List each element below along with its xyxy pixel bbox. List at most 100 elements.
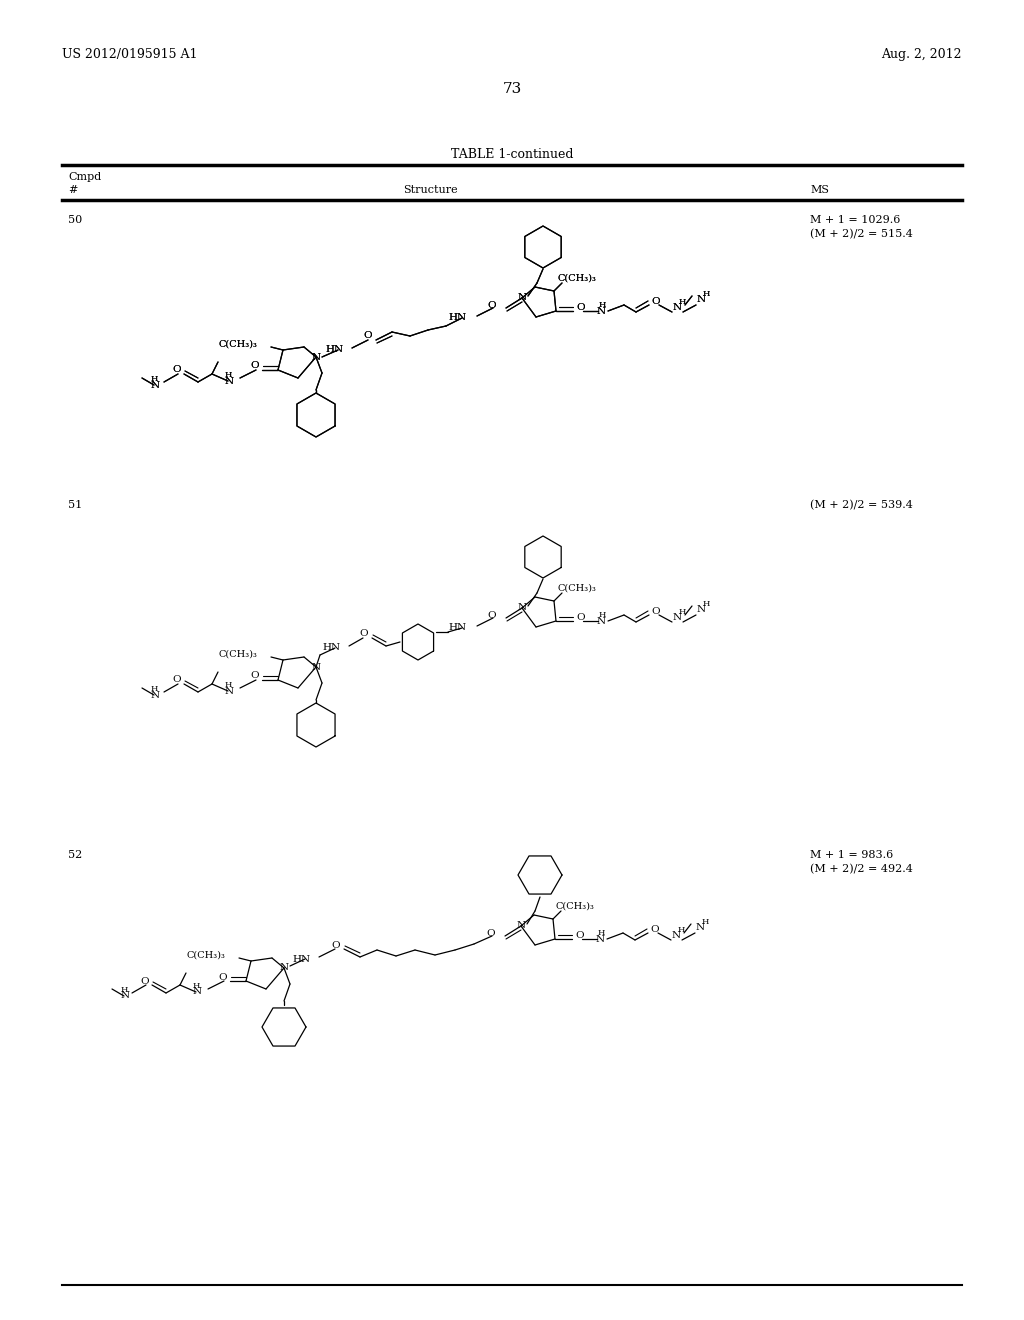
Text: N: N [151,690,160,700]
Text: C(CH₃)₃: C(CH₃)₃ [556,902,595,911]
Text: HN: HN [326,346,344,355]
Text: H: H [703,601,711,609]
Text: H: H [679,609,686,616]
Text: C(CH₃)₃: C(CH₃)₃ [186,950,225,960]
Text: C(CH₃)₃: C(CH₃)₃ [557,273,596,282]
Text: H: H [224,681,232,689]
Text: O: O [332,940,340,949]
Text: N: N [517,293,526,302]
Text: HN: HN [449,623,467,632]
Text: N: N [311,352,321,362]
Text: C(CH₃)₃: C(CH₃)₃ [557,583,596,593]
Text: O: O [651,297,659,305]
Text: 51: 51 [68,500,82,510]
Text: H: H [678,927,685,935]
Text: H: H [703,290,711,298]
Text: H: H [224,371,232,379]
Text: N: N [121,991,130,1001]
Text: H: H [193,982,200,990]
Text: N: N [516,921,525,931]
Text: O: O [359,630,368,639]
Text: M + 1 = 1029.6
(M + 2)/2 = 515.4: M + 1 = 1029.6 (M + 2)/2 = 515.4 [810,215,912,239]
Text: O: O [651,606,659,615]
Text: O: O [651,297,659,305]
Text: O: O [251,362,259,371]
Text: HN: HN [326,346,344,355]
Text: N: N [596,935,605,944]
Text: N: N [697,606,707,615]
Text: C(CH₃)₃: C(CH₃)₃ [557,273,596,282]
Text: O: O [140,977,150,986]
Text: HN: HN [323,644,341,652]
Text: H: H [151,375,158,383]
Text: C(CH₃)₃: C(CH₃)₃ [218,649,257,659]
Text: H: H [224,371,232,379]
Text: O: O [364,331,372,341]
Text: O: O [575,304,585,313]
Text: HN: HN [449,314,467,322]
Text: N: N [597,616,606,626]
Text: N: N [225,376,234,385]
Text: N: N [193,987,202,997]
Text: N: N [151,380,160,389]
Text: HN: HN [449,314,467,322]
Text: O: O [650,924,658,933]
Text: O: O [575,304,585,313]
Text: O: O [575,614,585,623]
Text: N: N [311,352,321,362]
Text: C(CH₃)₃: C(CH₃)₃ [218,339,257,348]
Text: O: O [251,362,259,371]
Text: N: N [697,296,707,305]
Text: O: O [251,672,259,681]
Text: N: N [280,964,289,973]
Text: H: H [679,298,686,306]
Text: N: N [673,304,682,313]
Text: N: N [597,306,606,315]
Text: O: O [487,301,496,309]
Text: N: N [517,603,526,612]
Text: (M + 2)/2 = 539.4: (M + 2)/2 = 539.4 [810,500,912,511]
Text: N: N [672,932,681,940]
Text: O: O [486,928,495,937]
Text: O: O [487,301,496,309]
Text: N: N [673,304,682,313]
Text: M + 1 = 983.6
(M + 2)/2 = 492.4: M + 1 = 983.6 (M + 2)/2 = 492.4 [810,850,912,874]
Text: #: # [68,185,78,195]
Text: N: N [697,296,707,305]
Text: H: H [702,917,710,927]
Text: H: H [599,301,606,309]
Text: HN: HN [293,954,311,964]
Text: O: O [575,932,584,940]
Text: H: H [598,929,605,937]
Text: O: O [218,973,227,982]
Text: N: N [597,306,606,315]
Text: 52: 52 [68,850,82,861]
Text: O: O [364,331,372,341]
Text: N: N [225,686,234,696]
Text: 50: 50 [68,215,82,224]
Text: Aug. 2, 2012: Aug. 2, 2012 [882,48,962,61]
Text: H: H [679,298,686,306]
Text: TABLE 1-continued: TABLE 1-continued [451,148,573,161]
Text: N: N [673,614,682,623]
Text: H: H [151,375,158,383]
Text: N: N [517,293,526,302]
Text: H: H [599,301,606,309]
Text: C(CH₃)₃: C(CH₃)₃ [218,339,257,348]
Text: O: O [172,676,181,685]
Text: US 2012/0195915 A1: US 2012/0195915 A1 [62,48,198,61]
Text: N: N [311,663,321,672]
Text: MS: MS [810,185,829,195]
Text: H: H [121,986,128,994]
Text: N: N [225,376,234,385]
Text: H: H [151,685,158,693]
Text: H: H [703,290,711,298]
Text: O: O [172,366,181,375]
Text: N: N [151,380,160,389]
Text: O: O [487,610,496,619]
Text: H: H [599,611,606,619]
Text: Cmpd: Cmpd [68,172,101,182]
Text: 73: 73 [503,82,521,96]
Text: Structure: Structure [402,185,458,195]
Text: N: N [696,924,706,932]
